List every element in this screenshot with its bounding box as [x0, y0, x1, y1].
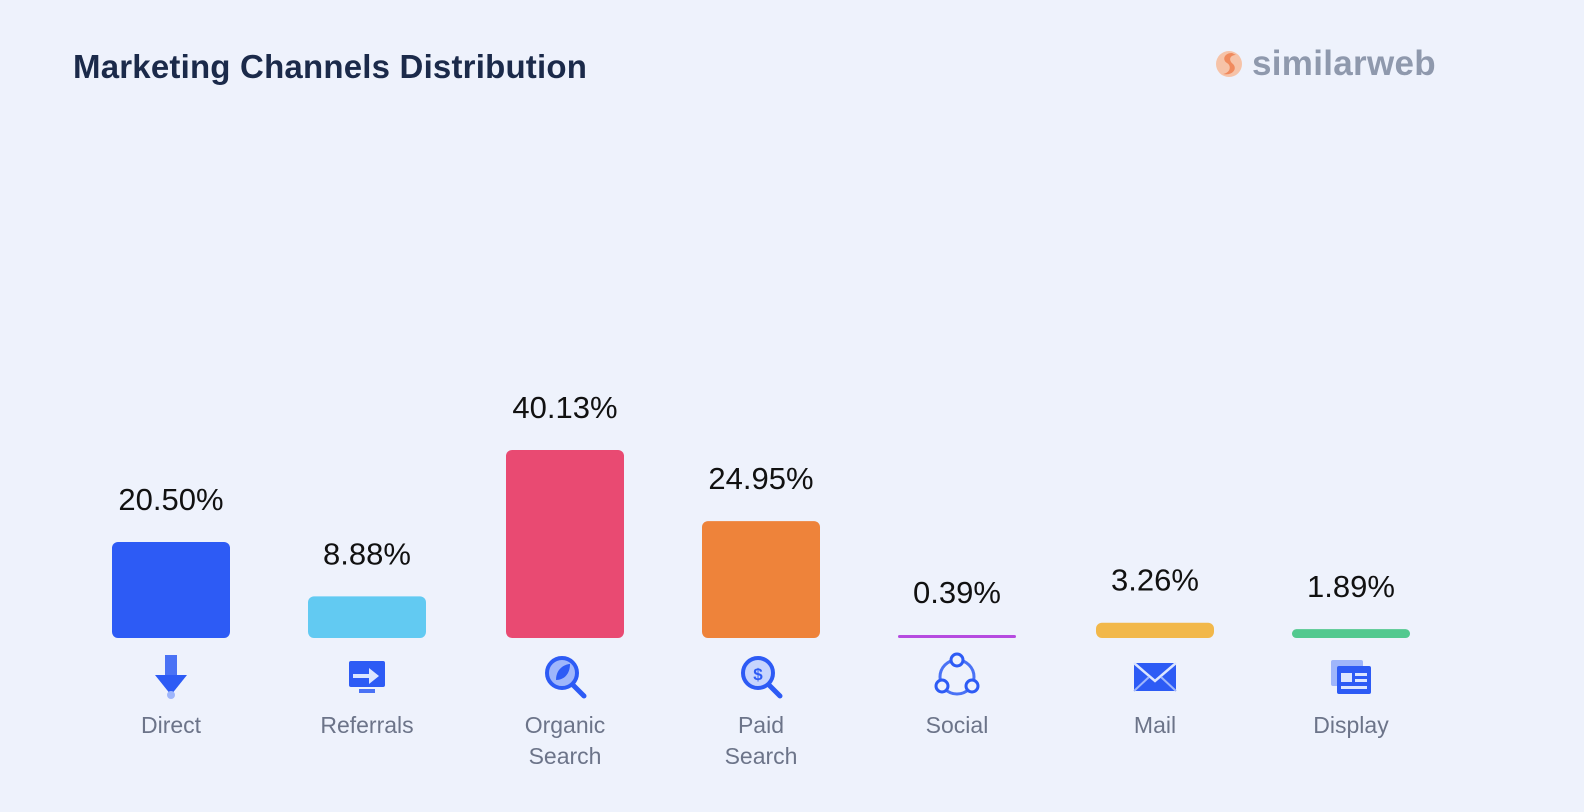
category-label-line: Display: [1313, 712, 1389, 738]
mail-envelope-icon: [1133, 662, 1177, 692]
category-label-display: Display: [1313, 712, 1389, 738]
category-label-paid-search: Paid Search: [725, 712, 798, 769]
category-label-line: Organic: [525, 712, 606, 738]
bar-mail: [1096, 622, 1214, 638]
category-label-referrals: Referrals: [320, 712, 413, 738]
similarweb-logo: similarweb: [1214, 44, 1436, 84]
category-label-organic-search: Organic Search: [525, 712, 606, 769]
social-network-nodes-icon: [934, 652, 980, 696]
category-label-direct: Direct: [141, 712, 202, 738]
value-label-paid-search: 24.95%: [708, 461, 813, 496]
bar-direct: [112, 541, 230, 638]
value-label-mail: 3.26%: [1111, 563, 1199, 598]
organic-search-leaf-magnifier-icon: [545, 656, 587, 699]
svg-text:$: $: [753, 665, 763, 684]
bar-paid-search: [702, 521, 820, 638]
category-label-line: Search: [529, 743, 602, 769]
category-label-line: Social: [926, 712, 989, 738]
brand-name: similarweb: [1252, 44, 1436, 83]
category-label-line: Search: [725, 743, 798, 769]
value-label-referrals: 8.88%: [323, 536, 411, 571]
category-label-line: Direct: [141, 712, 202, 738]
bar-social: [898, 635, 1016, 638]
bar-organic-search: [506, 450, 624, 638]
category-label-mail: Mail: [1134, 712, 1176, 738]
value-label-organic-search: 40.13%: [512, 390, 617, 425]
value-label-social: 0.39%: [913, 575, 1001, 610]
direct-arrow-down-icon: [155, 655, 187, 699]
value-label-direct: 20.50%: [118, 482, 223, 517]
bar-referrals: [308, 596, 426, 638]
bar-display: [1292, 629, 1410, 638]
display-browser-window-icon: [1331, 660, 1371, 694]
page-title: Marketing Channels Distribution: [73, 48, 588, 85]
value-label-display: 1.89%: [1307, 569, 1395, 604]
category-label-line: Paid: [738, 712, 784, 738]
category-label-social: Social: [926, 712, 989, 738]
paid-search-dollar-magnifier-icon: $: [741, 656, 783, 699]
category-label-line: Referrals: [320, 712, 413, 738]
similarweb-logo-icon: [1216, 51, 1242, 77]
category-label-line: Mail: [1134, 712, 1176, 738]
referrals-monitor-arrow-icon: [349, 661, 385, 693]
